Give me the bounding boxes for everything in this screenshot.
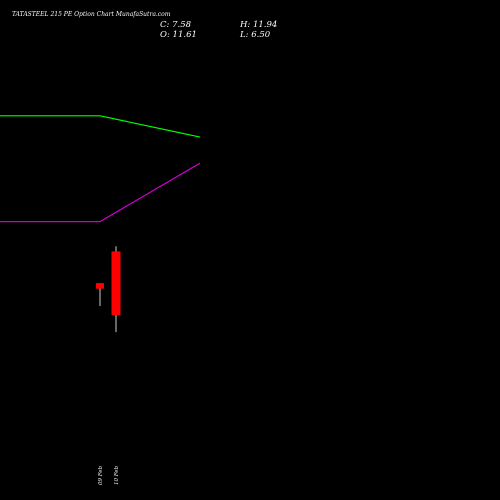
close-value: 7.58 [172,20,192,30]
chart-title: TATASTEEL 215 PE Option Chart MunafaSutr… [12,11,171,18]
low-value: 6.50 [251,30,271,40]
candle-body [111,251,121,316]
high-label: H: [240,20,251,30]
overlay-line-2 [0,162,201,223]
open-label: O: [160,30,170,40]
x-tick-label: 09 Feb [98,465,104,485]
overlay-line-1 [0,115,201,138]
low-label: L: [240,30,249,40]
high-value: 11.94 [252,20,278,30]
open-readout: O: 11.61 [160,30,197,40]
close-label: C: [160,20,170,30]
x-tick-label: 10 Feb [114,465,120,485]
candle-body [96,283,104,289]
close-readout: C: 7.58 [160,20,191,30]
open-value: 11.61 [172,30,197,40]
low-readout: L: 6.50 [240,30,270,40]
high-readout: H: 11.94 [240,20,277,30]
